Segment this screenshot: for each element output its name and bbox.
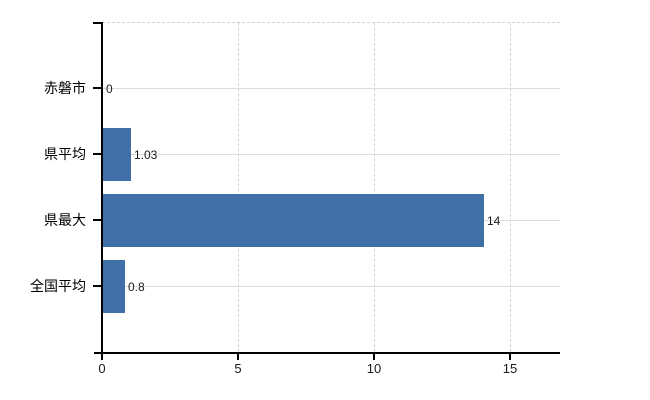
value-label: 14 bbox=[487, 214, 501, 228]
y-axis-top-tick bbox=[93, 22, 102, 24]
x-tick-label: 10 bbox=[366, 361, 382, 376]
bar bbox=[103, 260, 125, 313]
category-label: 赤磐市 bbox=[44, 80, 86, 96]
vertical-gridline bbox=[374, 23, 375, 352]
category-label: 県最大 bbox=[44, 212, 86, 228]
horizontal-gridline bbox=[102, 88, 560, 89]
plot-top-border bbox=[102, 22, 560, 23]
x-tick-label: 15 bbox=[502, 361, 518, 376]
bar bbox=[103, 128, 131, 181]
y-axis-tick bbox=[93, 285, 102, 287]
vertical-gridline bbox=[238, 23, 239, 352]
y-axis-tick bbox=[93, 87, 102, 89]
vertical-gridline bbox=[510, 23, 511, 352]
value-label: 0.8 bbox=[128, 280, 145, 294]
value-label: 0 bbox=[106, 82, 113, 96]
horizontal-gridline bbox=[102, 286, 560, 287]
y-axis-line bbox=[101, 22, 103, 354]
bar bbox=[103, 194, 484, 247]
value-label: 1.03 bbox=[134, 148, 158, 162]
x-axis-tick bbox=[237, 354, 239, 360]
category-label: 県平均 bbox=[44, 146, 86, 162]
y-axis-tick bbox=[93, 219, 102, 221]
x-tick-label: 5 bbox=[234, 361, 242, 376]
x-axis-tick bbox=[373, 354, 375, 360]
x-tick-label: 0 bbox=[98, 361, 106, 376]
x-axis-line bbox=[94, 352, 560, 354]
x-axis-tick bbox=[509, 354, 511, 360]
y-axis-tick bbox=[93, 153, 102, 155]
category-label: 全国平均 bbox=[30, 278, 86, 294]
x-axis-tick bbox=[101, 354, 103, 360]
horizontal-gridline bbox=[102, 154, 560, 155]
